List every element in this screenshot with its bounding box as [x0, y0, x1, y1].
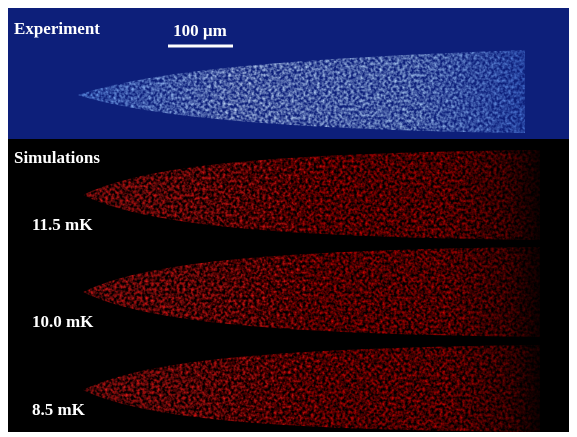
scale-bar-label: 100 µm	[173, 21, 227, 40]
temperature-label: 10.0 mK	[32, 312, 94, 331]
panel-label: Simulations	[14, 148, 100, 167]
temperature-label: 11.5 mK	[32, 215, 93, 234]
panel-label: Experiment	[14, 19, 100, 38]
figure: Experiment 100 µm Simulations 11.5 mK 10…	[0, 0, 577, 437]
temperature-label: 8.5 mK	[32, 400, 86, 419]
